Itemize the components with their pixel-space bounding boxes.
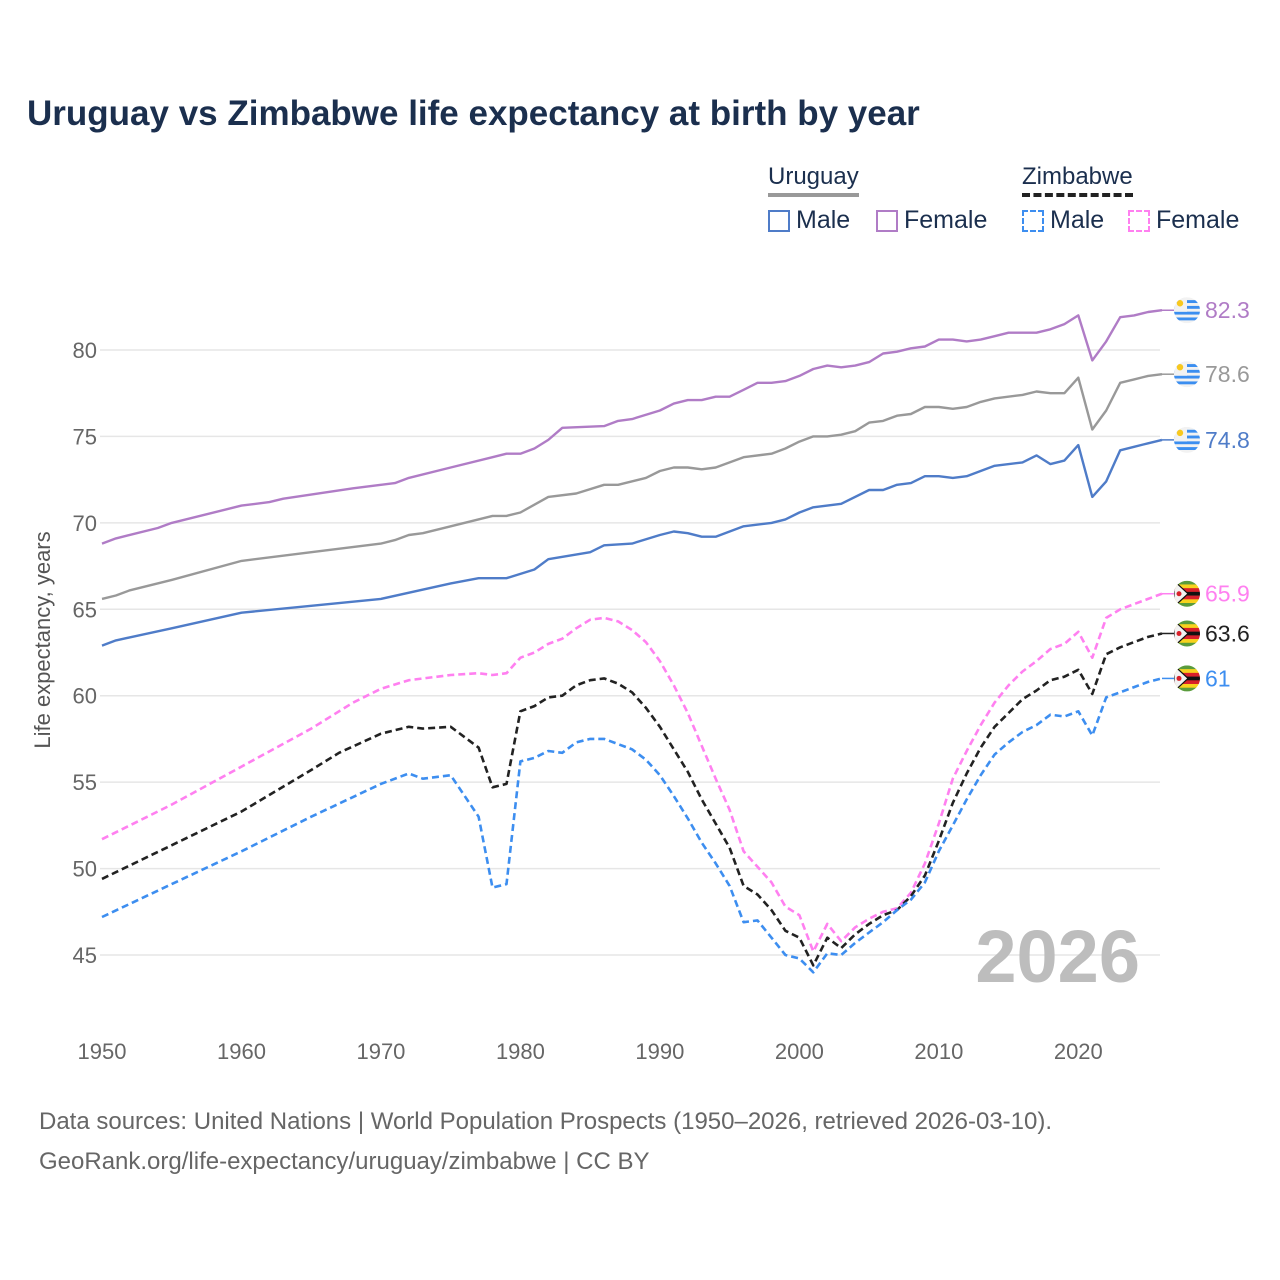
legend-label: Male bbox=[1050, 206, 1105, 234]
x-tick-label: 1990 bbox=[635, 1039, 684, 1064]
legend-label: Female bbox=[904, 206, 988, 234]
x-tick-label: 1970 bbox=[356, 1039, 405, 1064]
end-value-label: 82.3 bbox=[1205, 297, 1250, 323]
uruguay-male-line bbox=[101, 438, 1163, 647]
legend-uruguay-heading: Uruguay bbox=[768, 163, 859, 197]
legend-label: Male bbox=[796, 206, 851, 234]
y-tick-label: 50 bbox=[73, 857, 97, 882]
y-tick-label: 55 bbox=[73, 770, 97, 795]
footer-link[interactable]: GeoRank.org/life-expectancy/uruguay/zimb… bbox=[39, 1148, 650, 1175]
legend-zimbabwe-male[interactable]: Male bbox=[1022, 206, 1104, 235]
chart-title: Uruguay vs Zimbabwe life expectancy at b… bbox=[27, 94, 920, 133]
legend-swatch bbox=[1022, 209, 1044, 232]
uruguay-flag-icon bbox=[1174, 297, 1200, 324]
end-value-label: 78.6 bbox=[1205, 361, 1250, 387]
legend-swatch bbox=[768, 209, 790, 232]
x-tick-label: 1960 bbox=[217, 1039, 266, 1064]
y-tick-label: 65 bbox=[73, 597, 97, 622]
y-tick-label: 70 bbox=[73, 511, 97, 536]
end-value-label: 63.6 bbox=[1205, 620, 1250, 646]
uruguay-flag-icon bbox=[1174, 361, 1200, 388]
zimbabwe-flag-icon bbox=[1174, 620, 1200, 647]
legend-uruguay-male[interactable]: Male bbox=[768, 206, 850, 235]
y-tick-label: 60 bbox=[73, 684, 97, 709]
x-tick-label: 1980 bbox=[496, 1039, 545, 1064]
end-value-label: 74.8 bbox=[1205, 427, 1250, 453]
y-tick-label: 75 bbox=[73, 424, 97, 449]
zimbabwe-flag-icon bbox=[1174, 665, 1200, 692]
x-tick-label: 2000 bbox=[775, 1039, 824, 1064]
uruguay-total-line bbox=[101, 373, 1163, 601]
uruguay-female-line bbox=[101, 309, 1163, 545]
y-tick-label: 80 bbox=[73, 338, 97, 363]
y-axis-label: Life expectancy, years bbox=[30, 531, 55, 748]
x-tick-label: 2010 bbox=[914, 1039, 963, 1064]
uruguay-flag-icon bbox=[1174, 426, 1200, 453]
legend-swatch bbox=[876, 209, 898, 232]
legend-zimbabwe-heading: Zimbabwe bbox=[1022, 163, 1133, 197]
year-watermark: 2026 bbox=[975, 915, 1140, 998]
end-value-label: 61 bbox=[1205, 665, 1231, 691]
zimbabwe-total-line bbox=[101, 632, 1163, 967]
x-tick-label: 1950 bbox=[78, 1039, 127, 1064]
legend-uruguay-female[interactable]: Female bbox=[876, 206, 987, 235]
zimbabwe-male-line bbox=[101, 677, 1163, 974]
y-tick-label: 45 bbox=[73, 943, 97, 968]
legend-label: Female bbox=[1156, 206, 1240, 234]
x-tick-label: 2020 bbox=[1054, 1039, 1103, 1064]
legend-zimbabwe-female[interactable]: Female bbox=[1128, 206, 1239, 235]
zimbabwe-flag-icon bbox=[1174, 580, 1200, 607]
end-value-label: 65.9 bbox=[1205, 581, 1250, 607]
legend-swatch bbox=[1128, 209, 1150, 232]
footer-source: Data sources: United Nations | World Pop… bbox=[39, 1108, 1053, 1135]
zimbabwe-female-line bbox=[101, 592, 1163, 953]
